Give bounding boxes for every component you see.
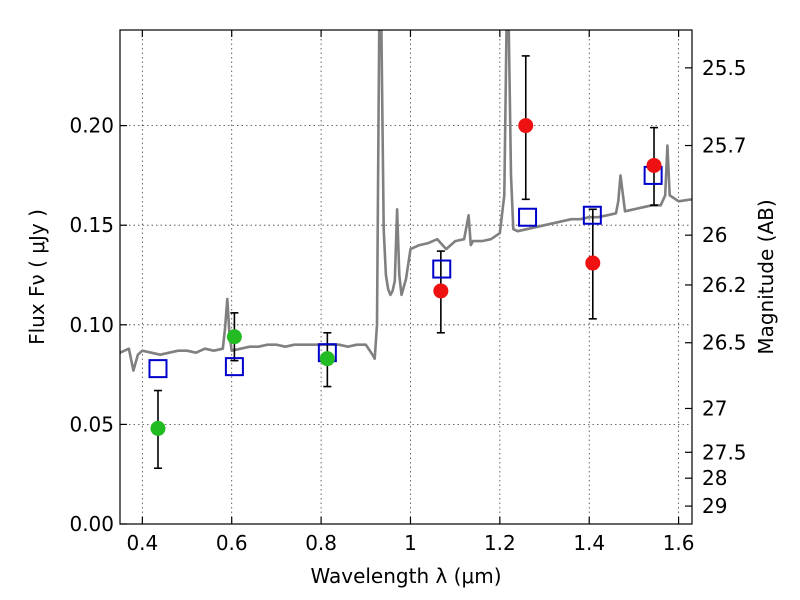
y-tick-label: 0.05 [69, 412, 114, 436]
y2-tick-label: 25.7 [702, 134, 747, 158]
spectrum-series [120, 30, 692, 372]
x-tick-label: 1.4 [573, 531, 605, 555]
model-square-marker [148, 359, 168, 379]
y2-tick-label: 26.5 [702, 331, 747, 355]
x-tick-label: 0.6 [216, 531, 248, 555]
optical-point-marker [150, 420, 166, 436]
spectrum-line [120, 30, 692, 372]
y2-tick-label: 29 [702, 494, 727, 518]
model-square-marker [582, 205, 602, 225]
optical-point-marker [226, 329, 242, 345]
model-square-marker [518, 207, 538, 227]
y2-tick-label: 27 [702, 396, 727, 420]
x-tick-label: 0.8 [305, 531, 337, 555]
y2-tick-label: 25.5 [702, 56, 747, 80]
y2-tick-label: 27.5 [702, 440, 747, 464]
nir-point-marker [646, 157, 662, 173]
x-tick-label: 1.2 [484, 531, 516, 555]
y2-axis-title: Magnitude (AB) [754, 199, 778, 354]
x-tick-label: 1.6 [663, 531, 695, 555]
x-tick-label: 0.4 [126, 531, 158, 555]
y2-tick-label: 28 [702, 466, 727, 490]
plot-frame [119, 29, 693, 525]
nir-point-marker [585, 255, 601, 271]
nir-point-marker [433, 283, 449, 299]
data-markers [148, 118, 663, 436]
model-square-marker [224, 357, 244, 377]
y-tick-label: 0.15 [69, 213, 114, 237]
x-axis-title: Wavelength λ (μm) [310, 564, 501, 588]
y2-tick-label: 26 [702, 223, 727, 247]
axis-ticks [120, 30, 692, 525]
y-tick-label: 0.00 [69, 512, 114, 536]
nir-point-marker [518, 118, 534, 134]
y-tick-label: 0.10 [69, 313, 114, 337]
model-square-marker [432, 259, 452, 279]
tick-labels: 0.4 0.6 0.8 1 1.2 1.4 1.6 0.00 0.05 0.10 0.15 0.20 2… [69, 56, 746, 555]
y2-tick-label: 26.2 [702, 273, 747, 297]
y-tick-label: 0.20 [69, 114, 114, 138]
x-tick-label: 1 [404, 531, 417, 555]
y-axis-title: Flux Fν ( μJy ) [25, 209, 49, 345]
optical-point-marker [319, 351, 335, 367]
